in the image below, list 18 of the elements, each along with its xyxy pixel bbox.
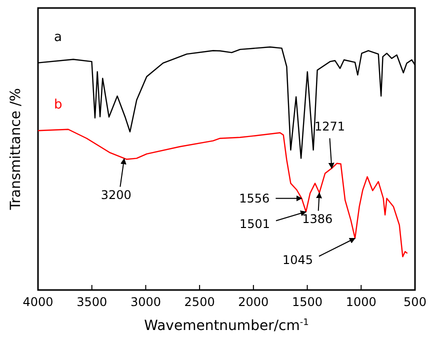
x-tick-label: 2500 xyxy=(184,295,215,309)
series-label: b xyxy=(54,98,62,113)
annotation: 1556 xyxy=(239,191,270,206)
y-axis-title: Transmittance /% xyxy=(8,88,24,211)
annotation: 1386 xyxy=(302,212,333,226)
annotation: 1501 xyxy=(239,216,270,231)
x-tick-label: 1500 xyxy=(292,295,323,309)
x-tick-label: 2000 xyxy=(238,295,269,309)
x-tick-label: 1000 xyxy=(346,295,376,309)
series-label: a xyxy=(54,30,62,45)
annotation: 1271 xyxy=(314,119,346,134)
annotation: 3200 xyxy=(100,188,132,202)
x-axis-title: Wavementnumber/cm$^{-1}$ xyxy=(144,318,309,334)
x-tick-label: 4000 xyxy=(22,295,54,309)
x-tick-label: 3000 xyxy=(130,295,161,309)
x-tick-label: 3500 xyxy=(76,295,108,309)
annotation: 1045 xyxy=(282,253,314,268)
x-tick-label: 500 xyxy=(404,295,426,309)
